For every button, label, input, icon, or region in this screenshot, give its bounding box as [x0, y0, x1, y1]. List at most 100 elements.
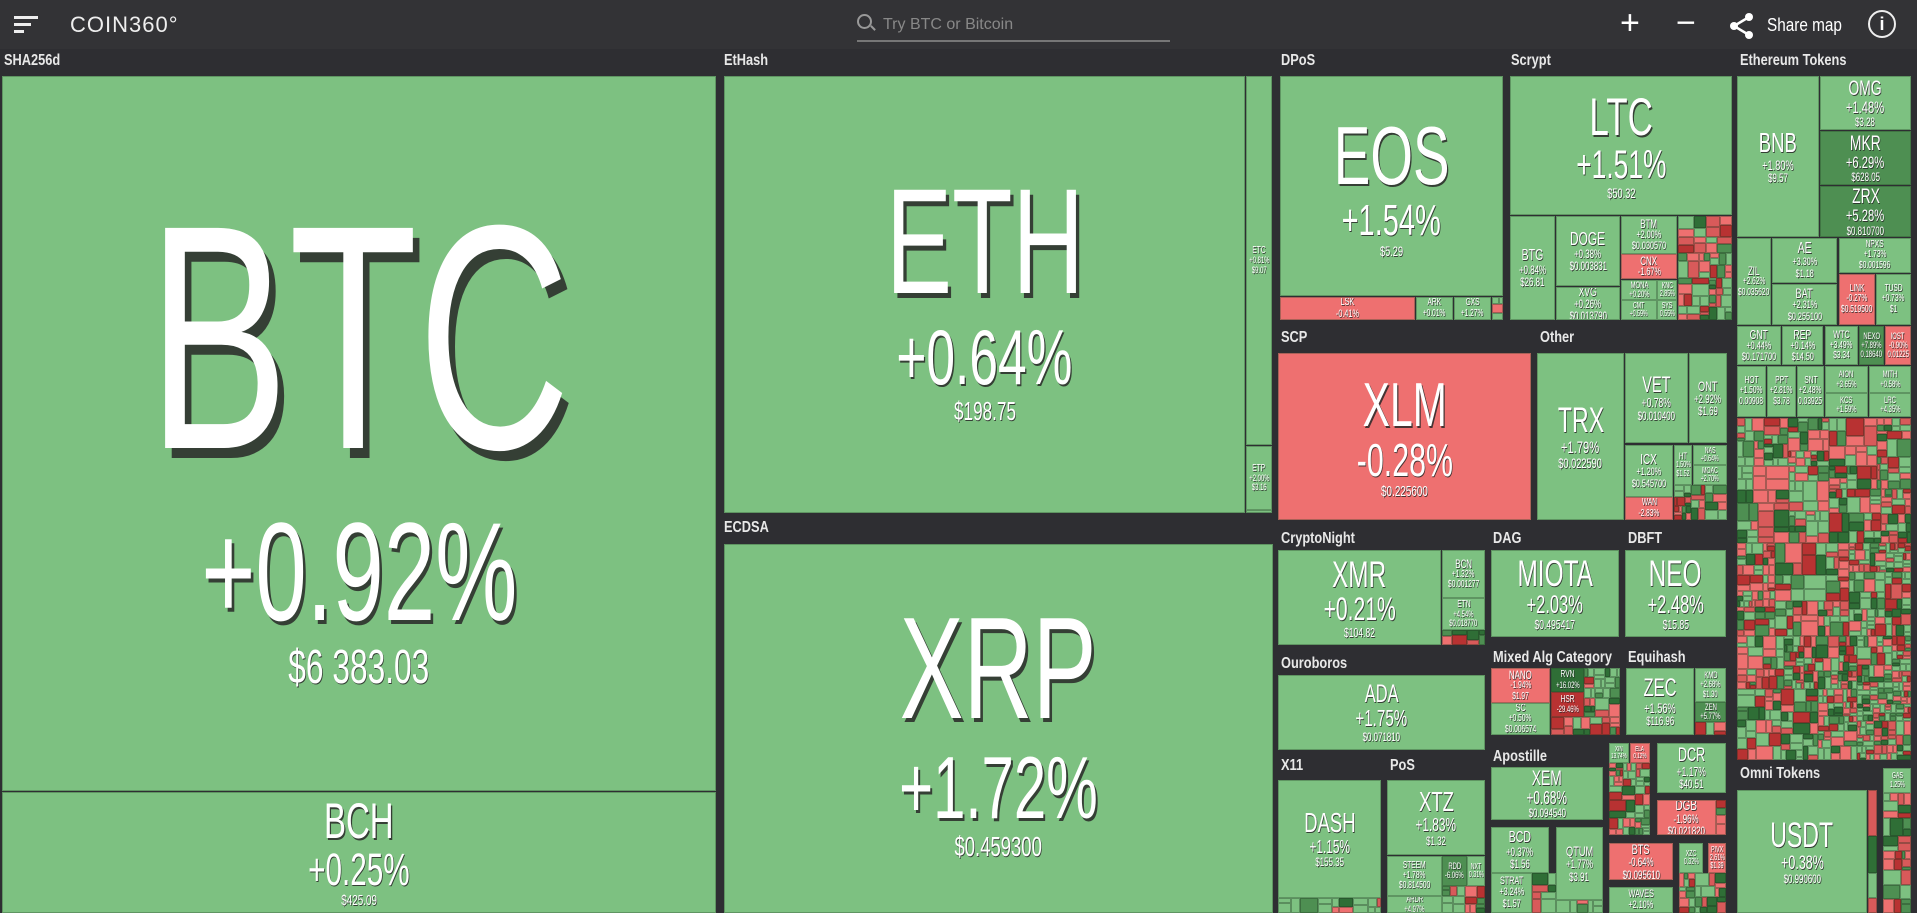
minor-coin-tile[interactable]	[1763, 649, 1776, 657]
minor-coin-tile[interactable]	[1892, 671, 1899, 678]
minor-coin-tile[interactable]	[1705, 510, 1718, 520]
minor-coin-tile[interactable]	[1800, 432, 1808, 444]
minor-coin-tile[interactable]	[1884, 670, 1892, 674]
minor-coin-tile[interactable]	[1901, 697, 1907, 701]
minor-coin-tile[interactable]	[1818, 696, 1823, 703]
minor-coin-tile[interactable]	[1764, 426, 1780, 435]
minor-coin-tile[interactable]	[1775, 584, 1791, 590]
minor-coin-tile[interactable]	[1818, 689, 1823, 696]
minor-coin-tile[interactable]	[1714, 722, 1726, 731]
minor-coin-tile[interactable]	[1905, 546, 1911, 551]
minor-coin-tile[interactable]	[1684, 485, 1691, 493]
minor-coin-tile[interactable]	[1774, 503, 1789, 510]
minor-coin-tile[interactable]	[1877, 642, 1883, 646]
minor-coin-tile[interactable]	[1492, 304, 1503, 313]
coin-tile-btg[interactable]: BTG +0.84% $26.81	[1510, 216, 1555, 320]
minor-coin-tile[interactable]	[1905, 572, 1911, 579]
minor-coin-tile[interactable]	[1854, 609, 1862, 614]
minor-coin-tile[interactable]	[1902, 671, 1911, 676]
minor-coin-tile[interactable]	[1818, 616, 1824, 626]
minor-coin-tile[interactable]	[1905, 644, 1911, 648]
minor-coin-tile[interactable]	[1904, 721, 1911, 735]
minor-coin-tile[interactable]	[1885, 617, 1892, 624]
minor-coin-tile[interactable]	[1691, 500, 1699, 508]
coin-tile-hsr[interactable]: HSR -29.46%	[1551, 692, 1584, 717]
coin-tile-doge[interactable]: DOGE +0.38% $0.003831	[1556, 216, 1620, 286]
minor-coin-tile[interactable]	[1885, 653, 1892, 665]
minor-coin-tile[interactable]	[1747, 669, 1756, 675]
minor-coin-tile[interactable]	[1829, 459, 1845, 466]
minor-coin-tile[interactable]	[1898, 843, 1911, 851]
minor-coin-tile[interactable]	[1635, 786, 1645, 794]
minor-coin-tile[interactable]	[1902, 605, 1911, 609]
minor-coin-tile[interactable]	[1737, 433, 1745, 438]
minor-coin-tile[interactable]	[1791, 589, 1804, 601]
minor-coin-tile[interactable]	[1751, 521, 1758, 530]
minor-coin-tile[interactable]	[1800, 444, 1808, 451]
minor-coin-tile[interactable]	[1887, 439, 1897, 457]
minor-coin-tile[interactable]	[1880, 470, 1888, 480]
minor-coin-tile[interactable]	[1905, 499, 1911, 506]
coin-tile-lsk[interactable]: LSK -0.41%	[1280, 297, 1415, 320]
minor-coin-tile[interactable]	[1870, 687, 1878, 690]
minor-coin-tile[interactable]	[1678, 294, 1684, 306]
minor-coin-tile[interactable]	[1764, 669, 1769, 677]
minor-coin-tile[interactable]	[1812, 658, 1815, 664]
minor-coin-tile[interactable]	[1896, 735, 1903, 745]
minor-coin-tile[interactable]	[1831, 671, 1838, 675]
minor-coin-tile[interactable]	[1684, 879, 1689, 887]
minor-coin-tile[interactable]	[1900, 425, 1911, 431]
coin-tile-waves[interactable]: WAVES +2.10%	[1609, 887, 1673, 913]
minor-coin-tile[interactable]	[1829, 492, 1836, 498]
minor-coin-tile[interactable]	[1737, 591, 1743, 596]
minor-coin-tile[interactable]	[1860, 727, 1866, 735]
minor-coin-tile[interactable]	[1826, 569, 1838, 575]
minor-coin-tile[interactable]	[1879, 550, 1886, 553]
minor-coin-tile[interactable]	[1906, 553, 1911, 560]
coin-tile-snt[interactable]: SNT +2.48% 0.03925	[1797, 366, 1824, 417]
minor-coin-tile[interactable]	[1332, 898, 1339, 907]
minor-coin-tile[interactable]	[1689, 898, 1695, 907]
minor-coin-tile[interactable]	[1678, 216, 1694, 229]
minor-coin-tile[interactable]	[1775, 609, 1786, 616]
minor-coin-tile[interactable]	[1833, 601, 1840, 607]
minor-coin-tile[interactable]	[1678, 245, 1694, 253]
minor-coin-tile[interactable]	[1616, 763, 1623, 768]
minor-coin-tile[interactable]	[1853, 702, 1857, 708]
minor-coin-tile[interactable]	[1883, 793, 1890, 801]
minor-coin-tile[interactable]	[1897, 755, 1911, 760]
minor-coin-tile[interactable]	[1887, 745, 1893, 753]
minor-coin-tile[interactable]	[1839, 646, 1846, 651]
minor-coin-tile[interactable]	[1811, 461, 1817, 466]
coin-tile-xlm[interactable]: XLM -0.28% $0.225600	[1278, 353, 1531, 520]
minor-coin-tile[interactable]	[1793, 723, 1810, 734]
coin-tile-xzc[interactable]: XZC 0.32%	[1679, 843, 1703, 873]
minor-coin-tile[interactable]	[1897, 439, 1911, 457]
minor-coin-tile[interactable]	[1900, 885, 1911, 899]
minor-coin-tile[interactable]	[1774, 527, 1789, 532]
minor-coin-tile[interactable]	[1499, 297, 1503, 304]
minor-coin-tile[interactable]	[1813, 671, 1818, 682]
minor-coin-tile[interactable]	[1718, 510, 1727, 520]
minor-coin-tile[interactable]	[1811, 636, 1816, 647]
minor-coin-tile[interactable]	[1789, 502, 1803, 511]
minor-coin-tile[interactable]	[1584, 712, 1595, 717]
minor-coin-tile[interactable]	[1644, 810, 1650, 818]
minor-coin-tile[interactable]	[1854, 614, 1862, 621]
minor-coin-tile[interactable]	[1679, 887, 1686, 891]
minor-coin-tile[interactable]	[1674, 512, 1682, 515]
minor-coin-tile[interactable]	[1840, 581, 1849, 588]
minor-coin-tile[interactable]	[1781, 712, 1788, 721]
minor-coin-tile[interactable]	[1689, 879, 1695, 887]
minor-coin-tile[interactable]	[1880, 570, 1886, 572]
minor-coin-tile[interactable]	[1857, 531, 1864, 543]
minor-coin-tile[interactable]	[1897, 655, 1903, 659]
minor-coin-tile[interactable]	[1874, 728, 1882, 736]
minor-coin-tile[interactable]	[1890, 716, 1896, 721]
minor-coin-tile[interactable]	[1784, 661, 1796, 666]
minor-coin-tile[interactable]	[1831, 746, 1840, 753]
minor-coin-tile[interactable]	[1854, 646, 1857, 655]
minor-coin-tile[interactable]	[1476, 904, 1485, 908]
minor-coin-tile[interactable]	[1595, 698, 1609, 710]
minor-coin-tile[interactable]	[1590, 724, 1602, 735]
